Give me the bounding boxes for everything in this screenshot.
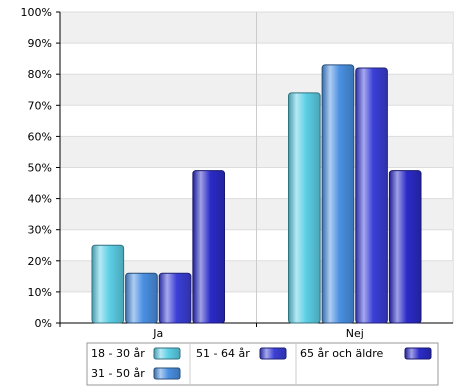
bar bbox=[355, 67, 388, 324]
x-tick-label: Nej bbox=[346, 327, 364, 340]
y-tick-label: 30% bbox=[28, 224, 52, 237]
bar bbox=[321, 64, 355, 324]
bar bbox=[158, 272, 192, 324]
legend-label: 31 - 50 år bbox=[91, 367, 145, 380]
x-tick-label: Ja bbox=[152, 327, 163, 340]
y-tick-label: 20% bbox=[28, 255, 52, 268]
y-tick-label: 80% bbox=[28, 68, 52, 81]
bar bbox=[288, 92, 321, 324]
legend-swatch bbox=[259, 347, 287, 360]
legend-label: 18 - 30 år bbox=[91, 347, 145, 360]
legend-label: 51 - 64 år bbox=[196, 347, 250, 360]
legend-label: 65 år och äldre bbox=[300, 347, 384, 360]
bar bbox=[125, 272, 158, 324]
bar bbox=[192, 170, 225, 324]
y-tick-label: 70% bbox=[28, 99, 52, 112]
y-tick-label: 10% bbox=[28, 286, 52, 299]
legend: 18 - 30 år 31 - 50 år 51 - 64 år 65 år och … bbox=[86, 342, 439, 386]
y-tick-label: 50% bbox=[28, 162, 52, 175]
legend-swatch bbox=[153, 347, 181, 360]
y-tick-label: 90% bbox=[28, 37, 52, 50]
legend-swatch bbox=[404, 347, 432, 360]
y-tick-label: 0% bbox=[35, 317, 52, 330]
bar bbox=[91, 244, 125, 324]
y-tick-label: 40% bbox=[28, 193, 52, 206]
y-tick-label: 60% bbox=[28, 130, 52, 143]
y-tick-label: 100% bbox=[21, 6, 52, 19]
bar bbox=[388, 170, 422, 324]
legend-swatch bbox=[153, 367, 181, 380]
